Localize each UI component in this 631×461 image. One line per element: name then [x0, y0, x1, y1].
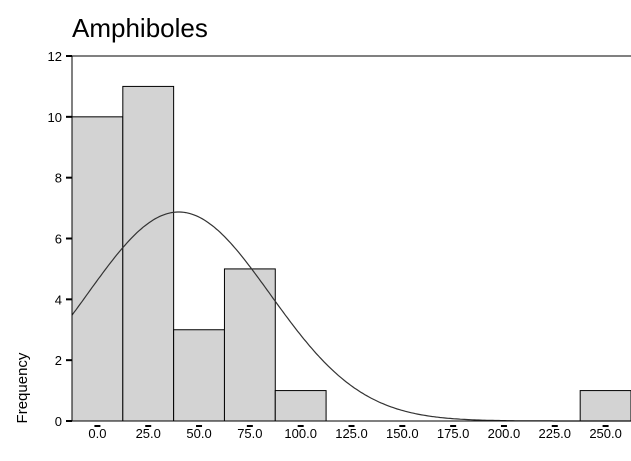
- bar-250.0: [579, 390, 631, 422]
- y-tick-label: 10: [48, 110, 62, 125]
- y-ticks-group: 0 2 4 6 8 10 12: [48, 49, 72, 429]
- y-tick-label: 12: [48, 49, 62, 64]
- x-tick-label: 75.0: [237, 426, 262, 441]
- x-tick-label: 125.0: [335, 426, 368, 441]
- x-tick-label: 150.0: [386, 426, 419, 441]
- x-tick-label: 225.0: [538, 426, 571, 441]
- bar-0.0: [71, 116, 124, 422]
- y-tick-label: 0: [55, 414, 62, 429]
- bars-group: [71, 85, 631, 422]
- bar-100.0: [274, 390, 327, 422]
- y-tick-label: 4: [55, 292, 62, 307]
- y-tick-label: 2: [55, 353, 62, 368]
- x-tick-label: 0.0: [88, 426, 106, 441]
- bar-50.0: [173, 329, 225, 422]
- x-tick-label: 250.0: [589, 426, 622, 441]
- bar-25.0: [122, 85, 175, 422]
- x-tick-label: 25.0: [136, 426, 161, 441]
- y-tick-label: 8: [55, 171, 62, 186]
- x-tick-label: 200.0: [488, 426, 521, 441]
- x-tick-label: 100.0: [284, 426, 317, 441]
- x-ticks-group: 0.0 25.0 50.0 75.0 100.0 125.0 150.0 175.0 200.0…: [88, 425, 622, 441]
- chart-title: Amphiboles: [72, 13, 208, 43]
- bar-75.0: [223, 268, 276, 422]
- x-tick-label: 50.0: [186, 426, 211, 441]
- x-tick-label: 175.0: [437, 426, 470, 441]
- y-tick-label: 6: [55, 232, 62, 247]
- y-axis-label: Frequency: [14, 352, 31, 423]
